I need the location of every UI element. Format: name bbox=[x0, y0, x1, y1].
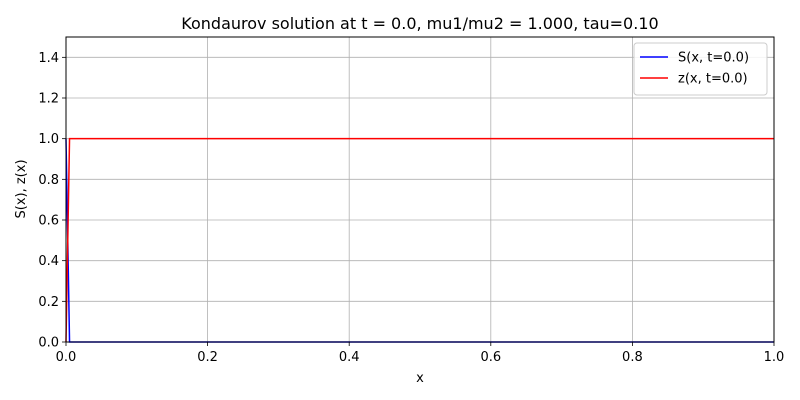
series-line-1 bbox=[65, 138, 774, 343]
y-tick-label: 0.6 bbox=[38, 214, 59, 229]
x-tick-label: 0.6 bbox=[480, 350, 501, 365]
y-axis-label: S(x), z(x) bbox=[14, 159, 29, 218]
x-tick-label: 0.8 bbox=[622, 350, 643, 365]
y-tick-label: 0.4 bbox=[38, 254, 59, 269]
plot-frame bbox=[65, 36, 775, 343]
y-tick-label: 1.4 bbox=[38, 51, 59, 66]
series-group bbox=[65, 137, 774, 343]
y-tick-label: 0.8 bbox=[38, 173, 59, 188]
legend-label-2: z(x, t=0.0) bbox=[678, 72, 748, 87]
x-axis-label: x bbox=[416, 371, 424, 386]
x-tick-label: 0.0 bbox=[56, 350, 77, 365]
x-axis-ticks: 0.0 0.2 0.4 0.6 0.8 1.0 bbox=[56, 342, 785, 365]
legend-box bbox=[633, 42, 768, 96]
y-tick-label: 0.0 bbox=[38, 336, 59, 351]
x-tick-label: 1.0 bbox=[764, 350, 785, 365]
legend-label-1: S(x, t=0.0) bbox=[678, 51, 749, 66]
legend: S(x, t=0.0) z(x, t=0.0) bbox=[633, 42, 768, 96]
y-tick-label: 0.2 bbox=[38, 295, 59, 310]
y-axis-ticks: 0.0 0.2 0.4 0.6 0.8 1.0 1.2 1.4 bbox=[38, 51, 66, 351]
x-tick-label: 0.4 bbox=[339, 350, 360, 365]
y-tick-label: 1.2 bbox=[38, 92, 59, 107]
x-tick-label: 0.2 bbox=[197, 350, 218, 365]
y-tick-label: 1.0 bbox=[38, 132, 59, 147]
chart-title: Kondaurov solution at t = 0.0, mu1/mu2 =… bbox=[181, 14, 658, 33]
series-line-2 bbox=[65, 137, 774, 343]
